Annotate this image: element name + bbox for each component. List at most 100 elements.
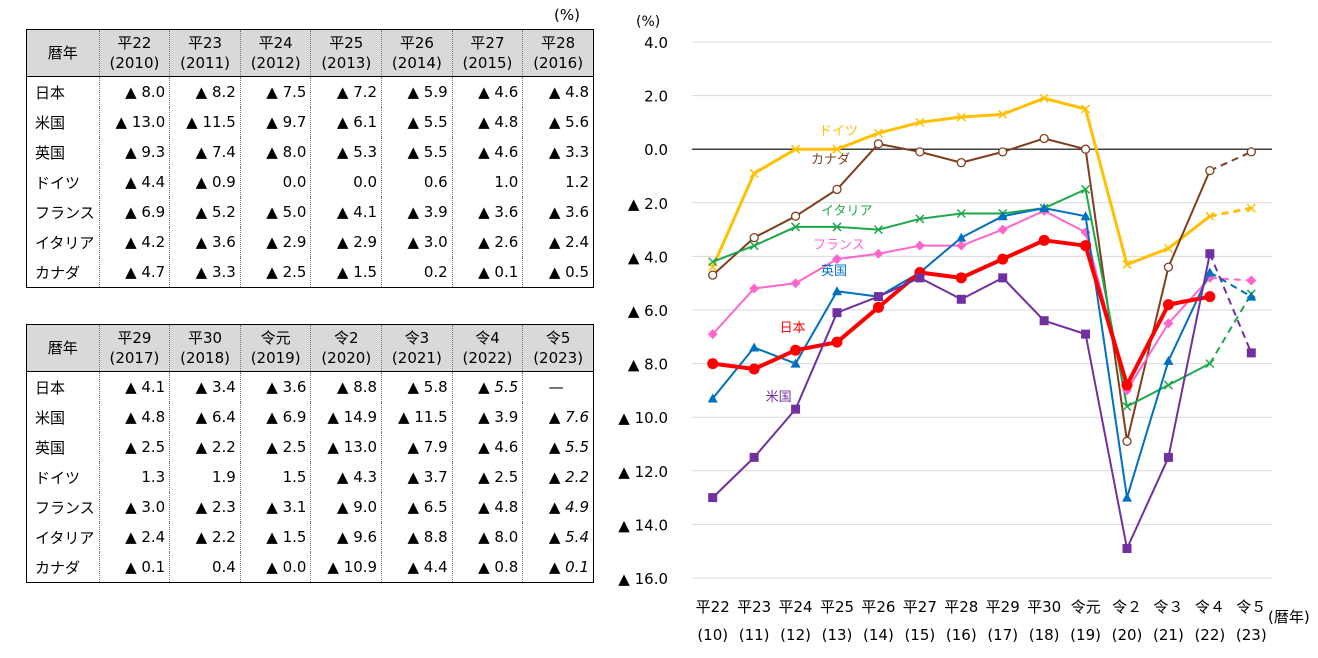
data-point [790, 358, 801, 368]
year-western: (2019) [250, 349, 301, 367]
data-point [831, 336, 843, 348]
value-cell: ▲ 4.1 [310, 197, 382, 227]
data-point [749, 342, 760, 352]
value-cell: ▲ 14.9 [310, 402, 382, 432]
data-point [997, 224, 1008, 235]
x-tick-sublabel: (11) [739, 626, 770, 644]
country-cell: フランス [35, 498, 95, 517]
data-point [1163, 262, 1174, 272]
series-line-projection [1208, 293, 1253, 365]
country-cell: ドイツ [35, 173, 81, 192]
value-cell: ▲ 8.0 [98, 76, 170, 107]
value-cell: ▲ 1.5 [310, 257, 382, 288]
value-cell: ▲ 3.6 [169, 227, 241, 257]
table-header-row: 暦年 平22 (2010) 平23 (2011) 平24 (2012) 平25 (2013) 平2… [26, 29, 594, 77]
year-era: 令4 [475, 329, 500, 347]
year-western: (2014) [391, 54, 442, 72]
value-cell: ▲ 4.8 [98, 402, 170, 432]
value-cell: ▲ 6.1 [310, 107, 382, 137]
table-row: 日本 ▲ 4.1 ▲ 3.4 ▲ 3.6 ▲ 8.8 ▲ 5.8 ▲ 5.5— [27, 371, 594, 402]
value-cell: ▲ 8.0 [239, 137, 311, 167]
data-point [790, 211, 801, 221]
country-cell: 英国 [35, 438, 66, 457]
value-cell: 0.0 [310, 167, 382, 197]
data-point [832, 254, 842, 265]
value-cell: 1.2 [522, 167, 594, 197]
country-cell: 米国 [35, 113, 66, 132]
value-cell: ▲ 3.4 [169, 371, 241, 402]
year-header: 平26 (2014) [381, 29, 453, 77]
value-cell: ▲ 2.2 [169, 522, 241, 552]
data-point [873, 292, 883, 302]
year-header: 平28 (2016) [522, 29, 594, 77]
header-label: 暦年 [26, 29, 100, 77]
value-cell: ▲ 7.6 [522, 402, 594, 432]
data-point [873, 128, 883, 138]
value-cell: ▲ 3.0 [381, 227, 453, 257]
country-cell: カナダ [35, 263, 81, 282]
unit-label: (%) [554, 6, 580, 24]
year-western: (2017) [109, 349, 160, 367]
value-cell: ▲ 1.5 [239, 522, 311, 552]
data-point [749, 241, 759, 251]
value-cell: ▲ 8.8 [381, 522, 453, 552]
table-row: カナダ ▲ 4.7 ▲ 3.3 ▲ 2.5 ▲ 1.5 0.2 ▲ 0.1 ▲ 0.5 [27, 257, 594, 288]
year-western: (2022) [462, 349, 513, 367]
value-cell: ▲ 2.2 [522, 462, 594, 492]
value-cell: ▲ 5.2 [169, 197, 241, 227]
year-western: (2011) [180, 54, 230, 72]
data-point [1204, 267, 1215, 277]
data-point [791, 144, 801, 154]
data-point [915, 117, 925, 127]
value-cell: ▲ 9.3 [98, 137, 170, 167]
value-cell: ▲ 2.2 [169, 432, 241, 462]
y-tick-label: ▲ 4.0 [628, 248, 668, 266]
data-point [1205, 249, 1215, 259]
value-cell: ▲ 2.5 [239, 257, 311, 288]
x-tick-sublabel: (18) [1029, 626, 1060, 644]
data-point [1246, 348, 1256, 358]
series-line-projection [1209, 271, 1252, 298]
year-header: 平27 (2015) [451, 29, 523, 77]
year-era: 令元 [260, 329, 291, 347]
data-point [707, 393, 718, 403]
year-era: 令2 [333, 329, 359, 347]
data-point [1081, 104, 1091, 114]
year-western: (2020) [321, 349, 372, 367]
country-cell: イタリア [35, 233, 95, 252]
data-point [832, 286, 842, 296]
value-cell: ▲ 0.1 [522, 552, 594, 583]
value-cell: ▲ 4.8 [451, 492, 523, 522]
year-western: (2021) [391, 349, 442, 367]
value-cell: ▲ 13.0 [98, 107, 170, 137]
data-point [707, 358, 719, 370]
data-point [1163, 452, 1173, 462]
y-tick-label: ▲ 6.0 [628, 302, 668, 320]
x-tick-label: 平30 [1027, 598, 1061, 616]
year-header: 令元 (2019) [239, 324, 311, 372]
value-cell: ▲ 4.1 [98, 371, 170, 402]
value-cell: ▲ 0.8 [451, 552, 523, 583]
value-cell: ▲ 9.7 [239, 107, 311, 137]
year-header: 平22 (2010) [98, 29, 170, 77]
value-cell: ▲ 3.0 [98, 492, 170, 522]
data-point [749, 168, 759, 178]
y-axis-unit-label: (%) [636, 14, 660, 30]
data-point [956, 208, 966, 219]
y-tick-label: ▲ 14.0 [618, 516, 668, 534]
x-tick-label: 平27 [903, 598, 937, 616]
value-cell: ▲ 2.5 [451, 462, 523, 492]
x-tick-label: 平25 [820, 598, 854, 616]
year-era: 平24 [258, 34, 293, 52]
table-row: ドイツ 1.3 1.9 1.5 ▲ 4.3 ▲ 3.7 ▲ 2.5 ▲ 2.2 [27, 462, 594, 492]
value-cell: ▲ 11.5 [169, 107, 241, 137]
year-header: 令2 (2020) [310, 324, 382, 372]
value-cell: ▲ 2.9 [310, 227, 382, 257]
value-cell: ▲ 5.5 [451, 371, 523, 402]
x-tick-label: 平28 [944, 598, 978, 616]
x-tick-label: 令３ [1153, 598, 1183, 616]
data-point [1162, 299, 1174, 311]
value-cell: ▲ 3.6 [522, 197, 594, 227]
country-cell: 日本 [35, 83, 66, 102]
y-tick-label: ▲ 16.0 [618, 570, 668, 588]
